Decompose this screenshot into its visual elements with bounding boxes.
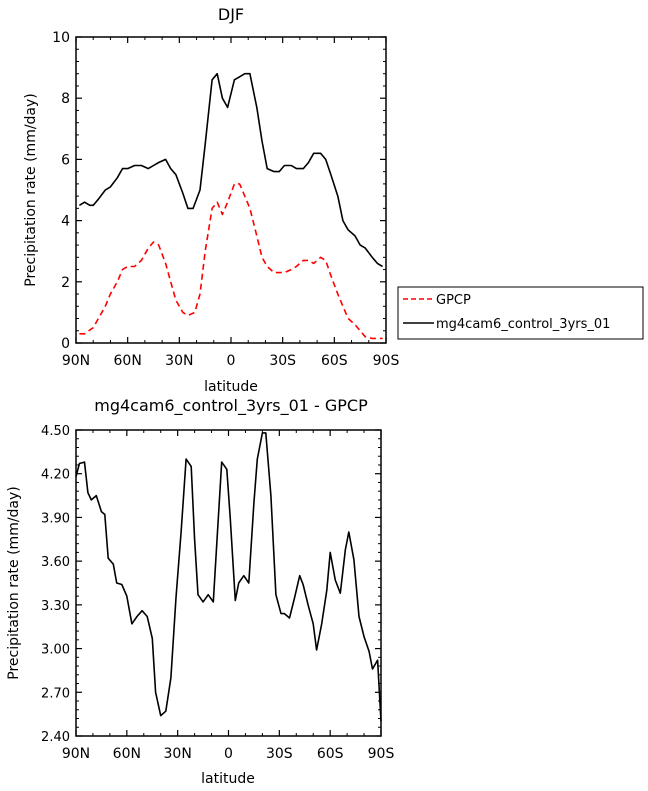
x-tick-label: 0 <box>224 746 233 762</box>
y-tick-label: 3.00 <box>41 643 70 658</box>
y-tick-label: 2.70 <box>41 686 70 701</box>
series-line-difference <box>75 432 382 722</box>
y-axis-label-top: Precipitation rate (mm/day) <box>23 93 39 287</box>
x-ticks-top: 90N 60N 30N 0 30S 60S 90S <box>62 37 400 369</box>
legend-box <box>397 286 644 340</box>
y-tick-label: 3.30 <box>41 599 70 614</box>
x-tick-label: 30N <box>164 746 192 762</box>
y-tick-label: 10 <box>52 30 70 46</box>
legend: GPCP mg4cam6_control_3yrs_01 <box>397 286 644 340</box>
y-tick-label: 4.50 <box>41 424 70 439</box>
x-tick-label: 60S <box>317 746 344 762</box>
x-tick-label: 60S <box>321 353 348 369</box>
y-tick-label: 2 <box>61 275 70 291</box>
x-tick-label: 90N <box>62 746 90 762</box>
x-tick-label: 60N <box>113 746 141 762</box>
y-tick-label: 6 <box>61 152 70 168</box>
y-tick-label: 4 <box>61 214 70 230</box>
y-tick-label: 3.90 <box>41 511 70 526</box>
x-tick-label: 30S <box>266 746 293 762</box>
panel-top: DJF 0 2 4 6 8 10 90N 60N 30N 0 30S 60S 90S latitude… <box>23 5 399 395</box>
plot-frame-top <box>75 36 387 344</box>
series-layer-bottom <box>75 432 382 722</box>
x-tick-label: 30N <box>165 353 193 369</box>
x-ticks-bottom: 90N 60N 30N 0 30S 60S 90S <box>62 430 395 762</box>
y-ticks-top: 0 2 4 6 8 10 <box>52 30 386 352</box>
y-tick-label: 2.40 <box>41 730 70 745</box>
series-line-mg4cam6-control-3yrs-01 <box>78 72 384 268</box>
y-axis-label-bottom: Precipitation rate (mm/day) <box>6 486 22 680</box>
y-ticks-bottom: 2.40 2.70 3.00 3.30 3.60 3.90 4.20 4.50 <box>41 424 381 745</box>
y-tick-label: 3.60 <box>41 555 70 570</box>
x-tick-label: 90S <box>373 353 400 369</box>
series-layer-top <box>78 72 384 340</box>
panel-bottom: mg4cam6_control_3yrs_01 - GPCP 2.40 2.70 3… <box>6 396 394 787</box>
x-axis-label-bottom: latitude <box>201 771 255 787</box>
series-line-gpcp <box>79 183 383 340</box>
title-bottom: mg4cam6_control_3yrs_01 - GPCP <box>94 396 368 416</box>
y-tick-label: 8 <box>61 91 70 107</box>
x-tick-label: 0 <box>227 353 236 369</box>
x-axis-label-top: latitude <box>204 379 258 395</box>
x-tick-label: 90N <box>62 353 90 369</box>
y-tick-label: 4.20 <box>41 468 70 483</box>
x-tick-label: 30S <box>269 353 296 369</box>
legend-label-gpcp: GPCP <box>436 293 471 308</box>
x-tick-label: 90S <box>368 746 395 762</box>
legend-label-model: mg4cam6_control_3yrs_01 <box>436 317 610 332</box>
plot-frame-bottom <box>75 429 382 737</box>
title-top: DJF <box>218 5 244 24</box>
x-tick-label: 60N <box>114 353 142 369</box>
y-tick-label: 0 <box>61 336 70 352</box>
